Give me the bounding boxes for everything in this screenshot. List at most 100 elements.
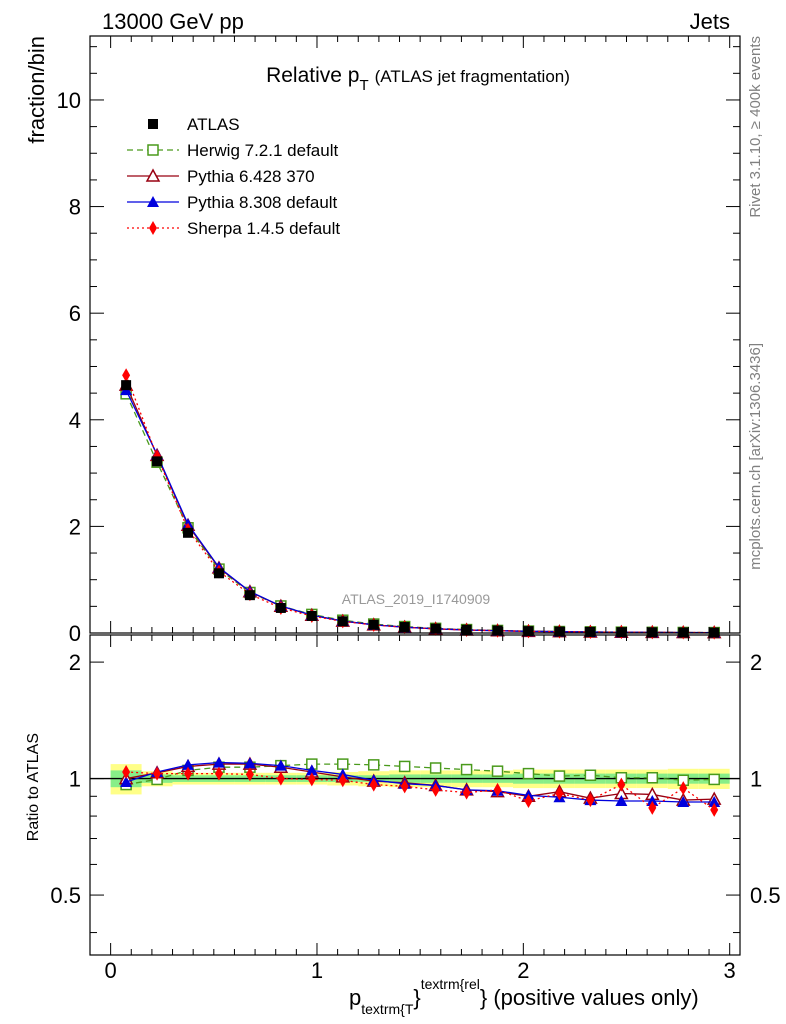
series-point-ratio xyxy=(245,767,254,782)
legend-entry: Pythia 6.428 370 xyxy=(127,167,315,186)
legend-marker xyxy=(149,221,157,235)
series-point-ratio xyxy=(120,775,133,787)
series-point-ratio xyxy=(553,770,566,782)
series-point-ratio xyxy=(584,769,597,782)
legend-label: Sherpa 1.4.5 default xyxy=(187,219,340,238)
legend-label: ATLAS xyxy=(187,115,240,134)
legend-label: Pythia 8.308 default xyxy=(187,193,338,212)
series-line-ratio xyxy=(125,761,715,803)
atlas-point xyxy=(306,610,317,621)
atlas-point xyxy=(275,602,286,613)
series-point-ratio xyxy=(307,772,316,787)
ratio-y-tick-label-right: 1 xyxy=(750,767,762,792)
series-point-ratio xyxy=(648,800,657,815)
y-tick-label: 8 xyxy=(69,195,81,220)
atlas-point xyxy=(337,616,348,627)
series-point-ratio xyxy=(184,766,193,781)
ratio-plot-frame xyxy=(89,634,741,956)
atlas-point xyxy=(616,627,627,638)
legend-label: Pythia 6.428 370 xyxy=(187,167,315,186)
x-label-sub: textrm{T xyxy=(361,1001,414,1017)
legend-entry: Herwig 7.2.1 default xyxy=(127,141,338,160)
atlas-point xyxy=(121,380,132,391)
y-axis-label: fraction/bin xyxy=(24,36,49,144)
series-point-ratio xyxy=(338,773,347,788)
series-point-ratio xyxy=(274,759,287,771)
main-plot-frame xyxy=(89,35,741,634)
ratio-y-tick-label-right: 2 xyxy=(750,650,762,675)
series-point-ratio xyxy=(153,766,162,781)
category-label: Jets xyxy=(690,9,730,34)
series-point-ratio xyxy=(214,766,223,781)
atlas-point xyxy=(461,624,472,635)
ratio-y-tick-label-right: 0.5 xyxy=(750,883,781,908)
legend-entry: Sherpa 1.4.5 default xyxy=(127,219,340,238)
atlas-point xyxy=(492,625,503,636)
x-label-close: } xyxy=(413,985,420,1010)
series-point-ratio xyxy=(367,759,380,771)
analysis-id: ATLAS_2019_I1740909 xyxy=(342,591,491,607)
series-point-ratio xyxy=(677,795,690,807)
atlas-point xyxy=(647,627,658,638)
atlas-point xyxy=(399,622,410,633)
energy-label: 13000 GeV pp xyxy=(102,9,244,34)
series-point-ratio xyxy=(122,764,131,779)
series-point-ratio xyxy=(524,794,533,809)
series-point-ratio xyxy=(462,785,471,800)
series-point-ratio xyxy=(243,757,256,769)
series-point-ratio xyxy=(615,795,628,807)
x-label-sup: textrm{rel xyxy=(421,976,480,992)
atlas-point xyxy=(368,619,379,630)
chart-title: Relative pT (ATLAS jet fragmentation) xyxy=(266,64,570,94)
series-point-ratio xyxy=(212,756,225,768)
ratio-y-axis-label: Ratio to ATLAS xyxy=(25,733,42,841)
atlas-point xyxy=(585,626,596,637)
x-tick-label: 2 xyxy=(517,958,529,983)
series-point-ratio xyxy=(369,777,378,792)
y-tick-label: 4 xyxy=(69,408,81,433)
series-point-ratio xyxy=(337,758,349,770)
x-tick-label: 3 xyxy=(724,958,736,983)
series-point-ratio xyxy=(646,771,659,784)
series-point-ratio xyxy=(460,763,473,776)
series-point-ratio xyxy=(398,760,411,773)
x-tick-label: 0 xyxy=(105,958,117,983)
atlas-point xyxy=(213,568,224,579)
series-point-ratio xyxy=(400,779,409,794)
ratio-y-tick-label-left: 0.5 xyxy=(50,883,81,908)
series-point-ratio xyxy=(617,777,626,792)
x-label-p: p xyxy=(349,985,361,1010)
legend-marker xyxy=(148,119,158,129)
atlas-point xyxy=(523,626,534,637)
atlas-point xyxy=(183,527,194,538)
series-point-ratio xyxy=(182,758,195,770)
atlas-point xyxy=(430,623,441,634)
series-point-ratio xyxy=(491,765,504,777)
series-point-ratio xyxy=(276,771,285,786)
series-point-ratio xyxy=(522,767,535,780)
legend-marker xyxy=(147,196,159,207)
legend-marker xyxy=(147,144,159,156)
legend-marker xyxy=(145,168,161,182)
series-point-ratio xyxy=(431,782,440,797)
series-point-main xyxy=(122,368,131,383)
legend-entry: ATLAS xyxy=(148,115,240,134)
rivet-label: Rivet 3.1.10, ≥ 400k events xyxy=(747,36,764,218)
x-label-rest: } (positive values only) xyxy=(480,985,699,1010)
series-point-ratio xyxy=(646,795,659,807)
axis-ticks: 0 1 2 3 0 2 4 6 8 10 0.5 0.5 1 1 2 2 xyxy=(50,36,781,983)
title-main: Relative p xyxy=(266,64,359,87)
series-point-ratio xyxy=(429,762,442,774)
y-tick-label: 10 xyxy=(57,88,81,113)
y-tick-label: 2 xyxy=(69,514,81,539)
y-tick-label: 6 xyxy=(69,301,81,326)
series-point-ratio xyxy=(555,786,564,801)
ratio-y-tick-label-left: 1 xyxy=(69,767,81,792)
series-point-ratio xyxy=(493,782,502,797)
legend-entry: Pythia 8.308 default xyxy=(127,193,338,212)
series-point-ratio xyxy=(586,793,595,808)
title-rest: (ATLAS jet fragmentation) xyxy=(375,67,570,86)
source-label: mcplots.cern.ch [arXiv:1306.3436] xyxy=(747,343,764,570)
ratio-y-tick-label-left: 2 xyxy=(69,650,81,675)
